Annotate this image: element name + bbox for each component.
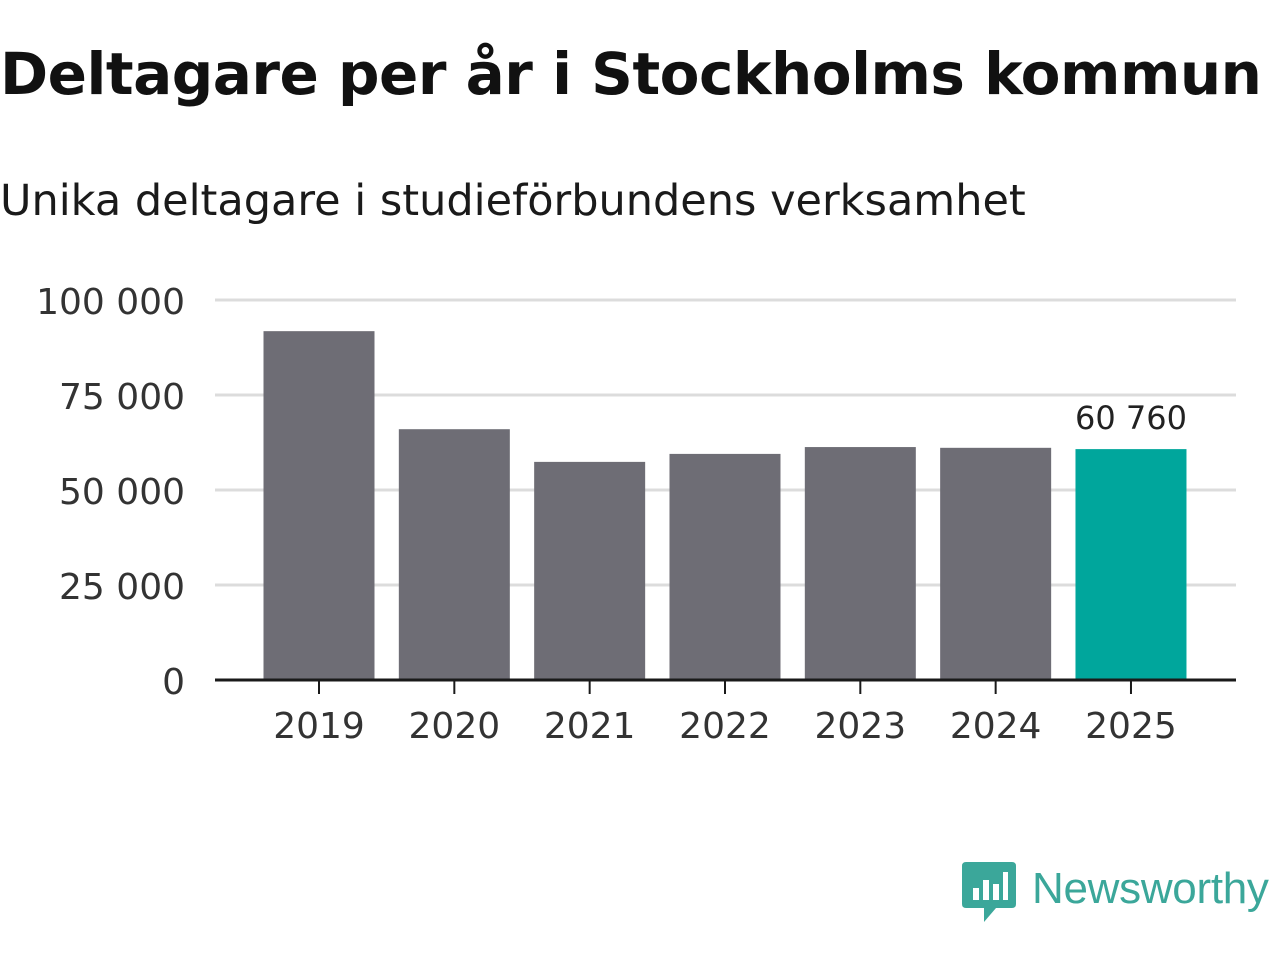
bar-2019 — [263, 331, 375, 680]
x-tick-label: 2023 — [815, 706, 907, 747]
bar-2022 — [669, 453, 781, 680]
y-tick-label: 75 000 — [59, 377, 185, 418]
x-tick-label: 2020 — [409, 706, 501, 747]
x-tick-label: 2022 — [679, 706, 771, 747]
x-tick-label: 2019 — [273, 706, 365, 747]
x-tick-label: 2021 — [544, 706, 636, 747]
chart-title: Deltagare per år i Stockholms kommun — [0, 40, 1262, 108]
brand-name: Newsworthy — [1032, 864, 1269, 913]
y-tick-label: 0 — [162, 662, 185, 703]
chart-subtitle: Unika deltagare i studieförbundens verks… — [0, 176, 1026, 226]
bar-2020 — [398, 429, 510, 680]
newsworthy-logo-icon — [962, 862, 1016, 922]
x-tick-label: 2024 — [950, 706, 1042, 747]
brand-logo: Newsworthy — [962, 862, 1269, 928]
data-label: 60 760 — [1075, 399, 1187, 437]
bar-2024 — [940, 447, 1052, 680]
y-tick-label: 100 000 — [36, 282, 185, 323]
bar-2023 — [804, 447, 916, 680]
y-tick-label: 50 000 — [59, 472, 185, 513]
y-tick-label: 25 000 — [59, 567, 185, 608]
x-tick-label: 2025 — [1085, 706, 1177, 747]
bar-2025 — [1075, 449, 1187, 680]
bar-2021 — [534, 461, 646, 680]
